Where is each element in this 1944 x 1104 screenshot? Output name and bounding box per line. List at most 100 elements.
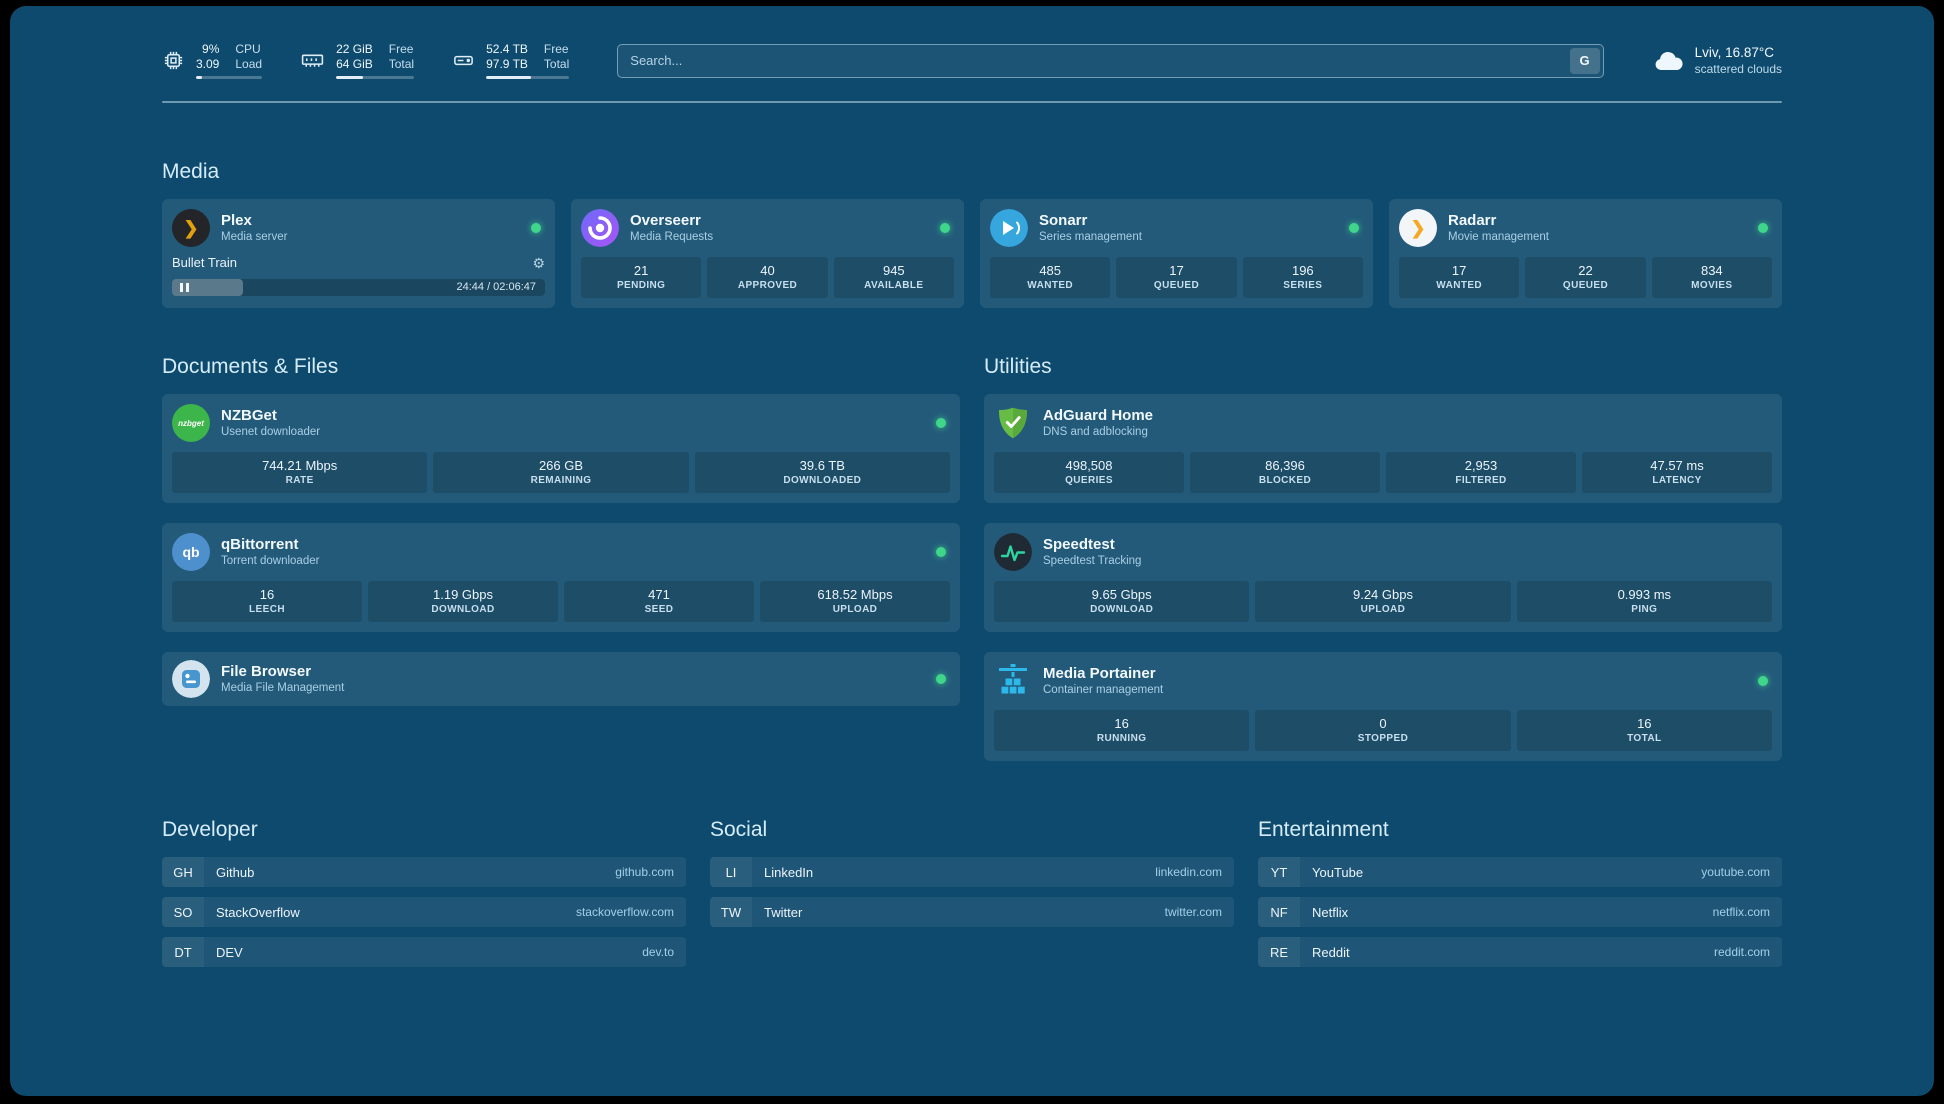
memory-total: 64 GiB	[336, 57, 373, 71]
stat-tile: 9.65 Gbps DOWNLOAD	[994, 581, 1250, 622]
stat-tile: 834 MOVIES	[1651, 257, 1772, 298]
service-card-filebrowser[interactable]: File Browser Media File Management	[162, 652, 960, 706]
stat-tile: 0 STOPPED	[1255, 710, 1511, 751]
status-dot	[1349, 223, 1359, 233]
adguard-icon	[994, 404, 1032, 442]
service-card-qbittorrent[interactable]: qb qBittorrent Torrent downloader 16 LEE…	[162, 523, 960, 632]
gear-icon[interactable]	[532, 255, 545, 271]
header: 9% 3.09 CPU Load	[162, 42, 1782, 79]
stat-tile: 17 WANTED	[1399, 257, 1520, 298]
search-engine-button[interactable]: G	[1569, 47, 1600, 74]
bookmark-url: stackoverflow.com	[575, 905, 674, 919]
service-card-sonarr[interactable]: Sonarr Series management 485 WANTED 17 Q…	[980, 199, 1373, 308]
stat-tile: 40 APPROVED	[707, 257, 828, 298]
bookmark-abbr: YT	[1258, 857, 1300, 887]
pause-icon[interactable]	[180, 283, 189, 292]
bookmark-url: twitter.com	[1164, 905, 1222, 919]
bookmark-group-title: Entertainment	[1258, 818, 1389, 841]
bookmark-youtube[interactable]: YT YouTube youtube.com	[1258, 857, 1782, 887]
bookmark-url: dev.to	[642, 945, 674, 959]
playback-time: 24:44 / 02:06:47	[456, 281, 536, 293]
bookmark-url: netflix.com	[1712, 905, 1770, 919]
bookmark-netflix[interactable]: NF Netflix netflix.com	[1258, 897, 1782, 927]
service-subtitle: Torrent downloader	[221, 554, 320, 567]
bookmark-name: Twitter	[764, 904, 803, 920]
service-title: Media Portainer	[1043, 664, 1156, 682]
search-input[interactable]	[617, 43, 1604, 78]
plex-icon	[172, 209, 210, 247]
bookmark-stackoverflow[interactable]: SO StackOverflow stackoverflow.com	[162, 897, 686, 927]
service-card-overseerr[interactable]: Overseerr Media Requests 21 PENDING 40 A…	[571, 199, 964, 308]
status-dot	[936, 418, 946, 428]
bookmark-github[interactable]: GH Github github.com	[162, 857, 686, 887]
disk-label-top: Free	[543, 42, 569, 56]
service-card-adguard[interactable]: AdGuard Home DNS and adblocking 498,508 …	[984, 394, 1782, 503]
cpu-meter	[196, 76, 263, 79]
stat-tile: 16 TOTAL	[1516, 710, 1772, 751]
bookmark-abbr: DT	[162, 937, 204, 967]
bookmark-abbr: NF	[1258, 897, 1300, 927]
bookmark-url: youtube.com	[1701, 865, 1770, 879]
filebrowser-icon	[172, 660, 210, 698]
status-dot	[531, 223, 541, 233]
service-subtitle: DNS and adblocking	[1043, 425, 1148, 438]
bookmark-name: Netflix	[1312, 904, 1349, 920]
playback-progress-bar[interactable]: 24:44 / 02:06:47	[172, 279, 545, 296]
stat-tile: 945 AVAILABLE	[833, 257, 954, 298]
status-dot	[1758, 676, 1768, 686]
service-card-plex[interactable]: Plex Media server Bullet Train 24:44 / 0…	[162, 199, 555, 308]
stat-tile: 485 WANTED	[990, 257, 1111, 298]
cpu-label-top: CPU	[235, 42, 261, 56]
service-subtitle: Media Requests	[630, 230, 714, 243]
service-card-speedtest[interactable]: Speedtest Speedtest Tracking 9.65 Gbps D…	[984, 523, 1782, 632]
stat-tile: 22 QUEUED	[1525, 257, 1646, 298]
bookmark-twitter[interactable]: TW Twitter twitter.com	[710, 897, 1234, 927]
service-title: qBittorrent	[221, 535, 299, 553]
bookmark-dev[interactable]: DT DEV dev.to	[162, 937, 686, 967]
service-card-nzbget[interactable]: nzbget NZBGet Usenet downloader 744.21 M…	[162, 394, 960, 503]
bookmark-reddit[interactable]: RE Reddit reddit.com	[1258, 937, 1782, 967]
search-bar: G	[617, 43, 1604, 78]
bookmark-name: Reddit	[1312, 944, 1350, 960]
service-title: Speedtest	[1043, 535, 1115, 553]
bookmarks: Developer GH Github github.com SO StackO…	[162, 817, 1782, 1017]
bookmark-abbr: TW	[710, 897, 752, 927]
disk-stat: 52.4 TB 97.9 TB Free Total	[452, 42, 570, 79]
portainer-icon	[994, 662, 1032, 700]
ram-icon	[301, 54, 324, 67]
service-card-radarr[interactable]: Radarr Movie management 17 WANTED 22 QUE…	[1389, 199, 1782, 308]
section-media: Media Plex Media server Bullet Train	[162, 159, 1782, 308]
cpu-label-bottom: Load	[235, 57, 263, 71]
status-dot	[940, 223, 950, 233]
section-utilities: Utilities AdGuard Home	[984, 354, 1782, 761]
weather-widget: Lviv, 16.87°C scattered clouds	[1652, 44, 1782, 78]
bookmark-linkedin[interactable]: LI LinkedIn linkedin.com	[710, 857, 1234, 887]
stat-tile: 86,396 BLOCKED	[1190, 452, 1380, 493]
service-subtitle: Container management	[1043, 683, 1164, 696]
service-card-portainer[interactable]: Media Portainer Container management 16 …	[984, 652, 1782, 761]
bookmark-url: linkedin.com	[1155, 865, 1222, 879]
bookmark-name: LinkedIn	[764, 864, 814, 880]
bookmark-abbr: RE	[1258, 937, 1300, 967]
memory-label-top: Free	[388, 42, 414, 56]
cpu-chip-icon	[164, 51, 183, 70]
weather-location: Lviv, 16.87°C	[1694, 44, 1775, 60]
radarr-icon	[1399, 209, 1437, 247]
bookmark-abbr: SO	[162, 897, 204, 927]
service-title: NZBGet	[221, 406, 277, 424]
section-documents: Documents & Files nzbget NZBGet Usenet d…	[162, 354, 960, 761]
stat-tile: 9.24 Gbps UPLOAD	[1255, 581, 1511, 622]
service-subtitle: Usenet downloader	[221, 425, 321, 438]
stat-tile: 0.993 ms PING	[1516, 581, 1772, 622]
disk-icon	[454, 55, 474, 66]
disk-free: 52.4 TB	[486, 42, 528, 56]
bookmark-name: StackOverflow	[216, 904, 300, 920]
service-subtitle: Series management	[1039, 230, 1142, 243]
bookmark-group-title: Social	[710, 818, 768, 841]
stat-tile: 39.6 TB DOWNLOADED	[694, 452, 950, 493]
service-subtitle: Media File Management	[221, 681, 345, 694]
nzbget-icon: nzbget	[172, 404, 210, 442]
service-title: Plex	[221, 211, 252, 229]
bookmark-abbr: LI	[710, 857, 752, 887]
stat-tile: 744.21 Mbps RATE	[172, 452, 428, 493]
